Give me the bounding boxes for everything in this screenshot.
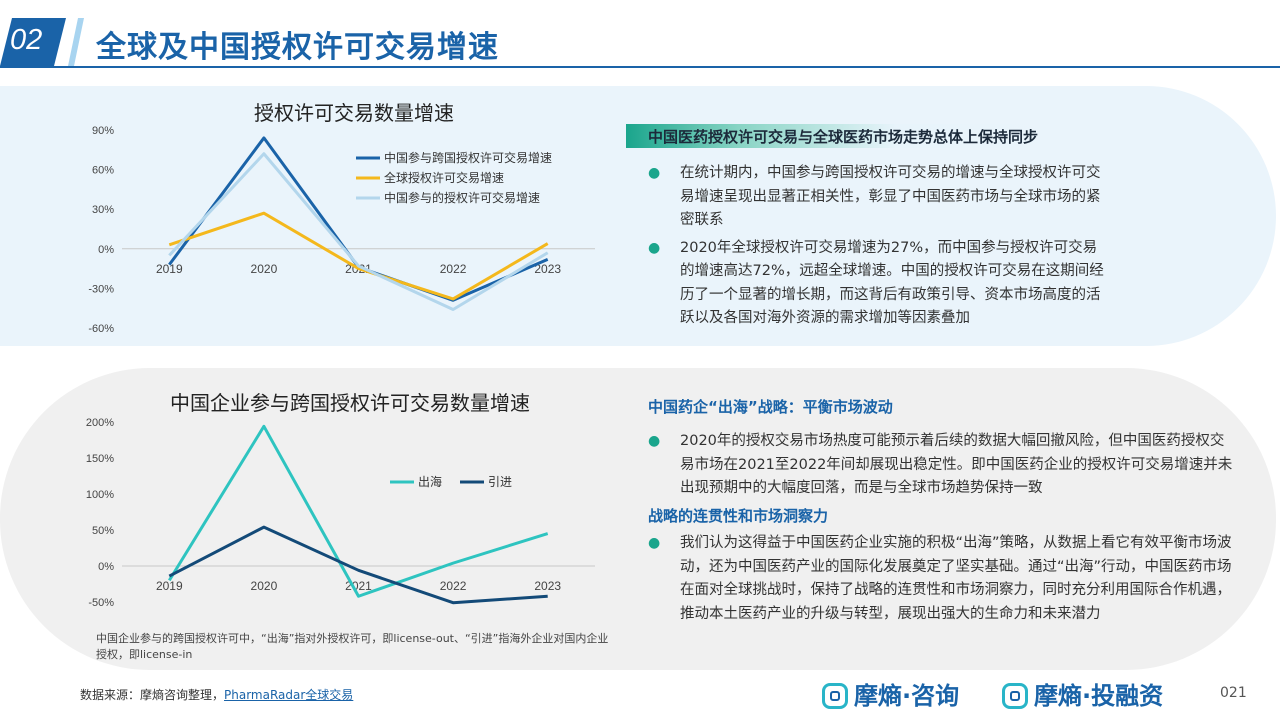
y-tick-label: 50% bbox=[92, 525, 114, 537]
x-tick-label: 2022 bbox=[440, 579, 467, 593]
slide-header: 02 全球及中国授权许可交易增速 bbox=[0, 0, 1280, 68]
legend-label: 出海 bbox=[418, 474, 442, 489]
legend-label: 全球授权许可交易增速 bbox=[384, 170, 504, 185]
badge-stripe bbox=[68, 18, 84, 66]
legend-label: 中国参与的授权许可交易增速 bbox=[384, 190, 540, 205]
section1-heading: 中国医药授权许可交易与全球医药市场走势总体上保持同步 bbox=[648, 128, 1039, 146]
legend-label: 引进 bbox=[488, 475, 512, 489]
y-tick-label: -30% bbox=[88, 283, 114, 295]
list-item: ● 在统计期内，中国参与跨国授权许可交易的增速与全球授权许可交易增速呈现出显著正相… bbox=[648, 162, 1108, 233]
section3-heading: 战略的连贯性和市场洞察力 bbox=[648, 507, 829, 525]
data-source: 数据来源：摩熵咨询整理，PharmaRadar全球交易 bbox=[80, 688, 354, 702]
chart-footnote: 中国企业参与的跨国授权许可中，“出海”指对外授权许可，即license-out、… bbox=[96, 632, 609, 661]
page-number: 021 bbox=[1220, 685, 1247, 701]
y-tick-label: 0% bbox=[98, 561, 114, 573]
section3-bullets: ● 我们认为这得益于中国医药企业实施的积极“出海”策略，从数据上看它有效平衡市场波… bbox=[648, 532, 1238, 630]
chart2-title: 中国企业参与跨国授权许可交易数量增速 bbox=[170, 391, 530, 415]
series-line-1 bbox=[168, 211, 549, 301]
bullet-dot-icon: ● bbox=[648, 239, 661, 256]
list-item: ● 我们认为这得益于中国医药企业实施的积极“出海”策略，从数据上看它有效平衡市场波… bbox=[648, 532, 1238, 626]
logo-consulting: 摩熵·咨询 bbox=[822, 676, 959, 711]
chart1-title: 授权许可交易数量增速 bbox=[254, 101, 454, 125]
y-tick-label: 0% bbox=[98, 244, 114, 256]
brand-logo-icon bbox=[822, 683, 848, 709]
y-tick-label: 90% bbox=[92, 125, 114, 137]
brand-logo-icon bbox=[1002, 683, 1028, 709]
section-number: 02 bbox=[10, 24, 43, 56]
header-divider bbox=[0, 66, 1280, 68]
bullet-dot-icon: ● bbox=[648, 165, 661, 181]
x-tick-label: 2022 bbox=[440, 262, 467, 276]
x-tick-label: 2023 bbox=[534, 262, 561, 276]
y-tick-label: -50% bbox=[88, 597, 114, 609]
source-link[interactable]: PharmaRadar全球交易 bbox=[224, 688, 354, 702]
bullet-dot-icon: ● bbox=[648, 433, 661, 449]
x-tick-label: 2020 bbox=[251, 262, 278, 276]
series-line-1 bbox=[168, 525, 548, 605]
logo-investment: 摩熵·投融资 bbox=[1002, 676, 1163, 711]
section2-heading: 中国药企“出海”战略：平衡市场波动 bbox=[648, 398, 893, 416]
bottom-panel-background bbox=[0, 368, 1276, 670]
section1-heading-bar: 中国医药授权许可交易与全球医药市场走势总体上保持同步 bbox=[626, 124, 1076, 148]
x-tick-label: 2020 bbox=[251, 579, 278, 593]
y-tick-label: 200% bbox=[86, 417, 114, 429]
y-tick-label: 60% bbox=[92, 165, 114, 177]
list-item: ● 2020年全球授权许可交易增速为27%，而中国参与授权许可交易的增速高达72%… bbox=[648, 237, 1108, 331]
x-tick-label: 2023 bbox=[534, 579, 561, 593]
section1-bullets: ● 在统计期内，中国参与跨国授权许可交易的增速与全球授权许可交易增速呈现出显著正相… bbox=[648, 162, 1108, 335]
chart2: 200%150%100%50%0%-50%2019 2020 2021 2022 202… bbox=[86, 417, 595, 609]
slide-title: 全球及中国授权许可交易增速 bbox=[96, 30, 499, 65]
series-line-2 bbox=[168, 152, 549, 312]
section2-bullets: ● 2020年的授权交易市场热度可能预示着后续的数据大幅回撤风险，但中国医药授权交… bbox=[648, 430, 1238, 505]
section-number-badge: 02 bbox=[0, 18, 66, 66]
x-tick-label: 2019 bbox=[156, 579, 183, 593]
legend-label: 中国参与跨国授权许可交易增速 bbox=[384, 150, 552, 165]
y-tick-label: 150% bbox=[86, 453, 114, 465]
series-line-0 bbox=[168, 424, 549, 598]
y-tick-label: 100% bbox=[86, 489, 114, 501]
y-tick-label: -60% bbox=[88, 323, 114, 335]
x-tick-label: 2019 bbox=[156, 262, 183, 276]
chart1: 90%60%30%0%-30%-60%2019 2020 2021 2022 2023中… bbox=[88, 125, 595, 335]
list-item: ● 2020年的授权交易市场热度可能预示着后续的数据大幅回撤风险，但中国医药授权交… bbox=[648, 430, 1238, 501]
y-tick-label: 30% bbox=[92, 204, 114, 216]
bullet-dot-icon: ● bbox=[648, 535, 661, 551]
